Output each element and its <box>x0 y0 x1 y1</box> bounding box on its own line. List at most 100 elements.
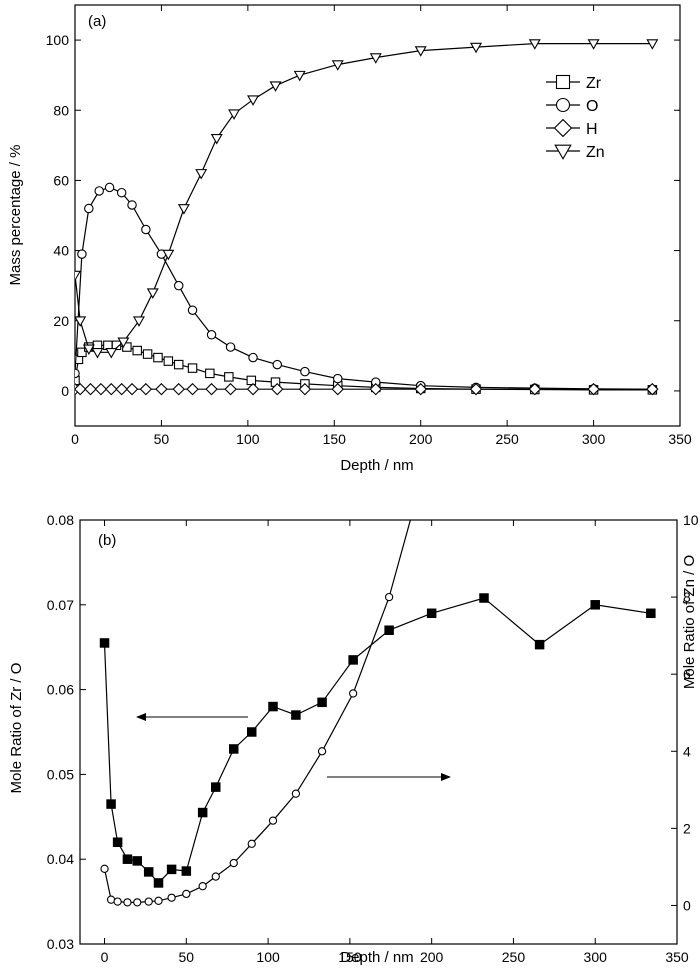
panel-b-right-y-tick-label: 2 <box>683 820 691 836</box>
panel-b-left-y-tick-label: 0.03 <box>47 936 74 952</box>
series-zr-o-point <box>181 866 192 876</box>
series-o-point <box>225 342 236 352</box>
series-h-point <box>587 382 600 396</box>
series-zr-point <box>246 375 257 386</box>
series-zr-o-line <box>103 597 651 884</box>
panel-a-y-tick-label: 60 <box>53 172 69 188</box>
panel-b-left-y-tick-label: 0.04 <box>47 851 74 867</box>
series-h-point <box>84 382 97 396</box>
panel-a-y-tick-label: 100 <box>46 32 70 48</box>
series-zr-o-point <box>426 608 437 619</box>
series-zn-point <box>82 344 95 355</box>
series-zn-point <box>587 39 600 50</box>
series-o-point <box>77 249 87 259</box>
series-zn-o-point <box>113 897 122 906</box>
series-zn-line <box>75 42 653 353</box>
series-zn-o-point <box>384 592 394 602</box>
series-zn-point <box>210 133 223 145</box>
panel-a-x-tick-label: 0 <box>71 431 79 447</box>
series-zn-point <box>247 95 260 106</box>
series-o-point <box>248 352 258 363</box>
panel-a-series <box>75 39 659 396</box>
series-zn-o-point <box>291 789 301 798</box>
series-zn-o-point <box>154 896 163 905</box>
series-zn-o-line <box>103 520 412 904</box>
series-h-point <box>528 382 542 396</box>
series-zr-point <box>111 340 122 351</box>
series-zn-o-point <box>133 898 142 907</box>
panel-a-x-tick-label: 150 <box>323 431 347 447</box>
series-zn-point <box>132 316 145 327</box>
series-zr-o-point <box>112 837 123 847</box>
series-zn-point <box>91 347 104 359</box>
legend-marker-o <box>555 97 571 113</box>
series-h-point <box>155 382 168 396</box>
plot-b-frame <box>79 519 678 945</box>
series-o-point <box>127 200 137 210</box>
series-zn-o-point <box>167 893 176 902</box>
series-zn-point <box>293 70 306 82</box>
panel-a-x-tick-label: 100 <box>236 431 260 447</box>
panel-a-axis-ticks: 0 50 100 150 200 250 300 350 0 20 40 60 80 100 <box>46 5 692 447</box>
legend-marker-zr <box>555 74 571 90</box>
series-h-point <box>246 382 260 396</box>
series-zr-point <box>122 342 132 352</box>
panel-b-x-tick-label: 250 <box>502 949 526 965</box>
panel-a: (a) 0 50 100 150 200 250 300 350 0 20 40 60 80 100 Zr… <box>7 4 692 474</box>
panel-b-x-tick-label: 350 <box>665 949 689 965</box>
series-zn-point <box>117 337 130 348</box>
series-zn-point <box>646 39 659 50</box>
panel-b-series <box>99 520 656 907</box>
series-h-point <box>105 382 118 396</box>
panel-a-y-tick-label: 80 <box>53 102 69 118</box>
series-h-point <box>414 382 427 396</box>
series-o-point <box>300 366 310 377</box>
series-zn-point <box>75 270 81 282</box>
panel-a-y-tick-label: 0 <box>61 383 69 399</box>
series-h-point <box>75 382 87 396</box>
legend-marker-h <box>553 118 573 138</box>
series-zn-point <box>414 46 427 57</box>
series-zn-o-point <box>182 889 191 899</box>
panel-b-left-y-tick-label: 0.07 <box>47 597 74 613</box>
series-o-point <box>173 280 184 291</box>
series-zr-point <box>132 345 142 356</box>
series-h <box>75 382 659 396</box>
panel-b-left-y-tick-label: 0.08 <box>47 512 74 528</box>
panel-b-right-y-tick-label: 4 <box>683 743 691 759</box>
series-zn-point <box>162 249 175 261</box>
series-zr-point <box>163 356 174 366</box>
panel-a-x-tick-label: 300 <box>582 431 606 447</box>
series-zn <box>75 39 659 359</box>
series-zr-o-point <box>99 638 110 648</box>
panel-b-x-tick-label: 300 <box>584 949 608 965</box>
series-zr-o-point <box>143 867 154 877</box>
series-zn-o-point <box>247 839 256 848</box>
panel-a-y-tick-label: 40 <box>53 243 69 259</box>
series-zr-point <box>77 347 87 358</box>
series-zr-o-point <box>348 655 358 665</box>
panel-a-x-axis-label: Depth / nm <box>340 457 413 474</box>
series-zr-o-point <box>479 593 489 603</box>
series-zr-o-point <box>268 701 278 712</box>
series-zr-o-point <box>246 727 257 737</box>
series-zr-o-point <box>590 600 600 610</box>
series-zn-o-point <box>268 816 278 825</box>
series-zr-o-point <box>166 864 177 875</box>
series-h-point <box>469 382 483 396</box>
panel-b-x-tick-label: 0 <box>101 949 109 965</box>
legend-item-o: O <box>546 97 598 115</box>
series-zn-point <box>146 288 159 299</box>
series-zr-point <box>153 352 163 363</box>
series-zn-point <box>105 347 118 359</box>
panel-b-right-y-tick-label: 0 <box>683 897 691 913</box>
series-h-point <box>186 382 199 396</box>
series-zr-o-point <box>228 744 239 754</box>
panel-b-left-y-tick-label: 0.05 <box>47 766 74 782</box>
series-h-point <box>271 382 284 396</box>
series-zr-o-point <box>132 856 142 866</box>
series-zn-o-point <box>144 897 153 906</box>
series-h-point <box>205 382 218 396</box>
series-zn-point <box>269 81 282 92</box>
series-zr-o-point <box>291 710 301 720</box>
